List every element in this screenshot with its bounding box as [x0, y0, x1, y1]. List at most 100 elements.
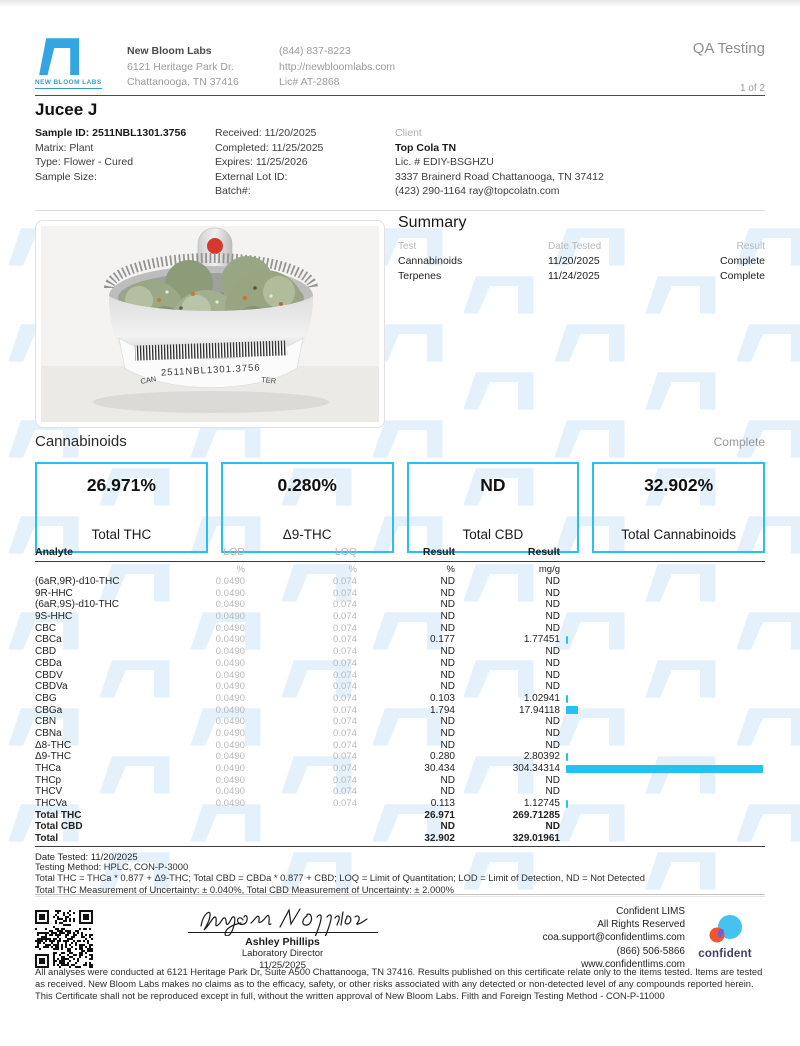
lims-email-link[interactable]: coa.support@confidentlims.com: [542, 932, 685, 944]
analyte-lod: 0.0490: [215, 622, 245, 634]
analyte-table-row: 9R-HHC 0.0490 0.074 ND ND: [35, 588, 765, 600]
lab-address-line1: 6121 Heritage Park Dr.: [127, 60, 234, 73]
analyte-result-mgg: ND: [545, 622, 560, 634]
analyte-loq: 0.074: [332, 716, 357, 728]
stat-label: Δ9-THC: [282, 527, 332, 542]
lab-header: NEW BLOOM LABS New Bloom Labs 6121 Herit…: [35, 36, 765, 94]
analyte-name: THCV: [35, 786, 63, 798]
lab-logo-caption: NEW BLOOM LABS: [35, 79, 102, 89]
sample-title: Jucee J: [35, 100, 98, 119]
sample-photo-image: 2511NBL1301.3756 CAN TER: [41, 226, 379, 422]
summary-result-status: Complete: [720, 270, 765, 282]
analyte-result-pct: ND: [440, 669, 455, 681]
table-date-tested: Date Tested: 11/20/2025: [35, 851, 138, 863]
lims-rights: All Rights Reserved: [597, 919, 685, 931]
analyte-result-pct: 0.177: [429, 634, 455, 646]
unit-loq: %: [348, 564, 357, 575]
header-divider: [35, 95, 765, 96]
analyte-loq: 0.074: [332, 727, 357, 739]
unit-result-mgg: mg/g: [538, 564, 560, 575]
analyte-table-row: Total CBD ND ND: [35, 821, 765, 833]
page-number: 1 of 2: [739, 83, 765, 94]
analyte-result-mgg: ND: [545, 669, 560, 681]
analyte-table-row: Total 32.902 329.01961: [35, 833, 765, 845]
analyte-name: Total: [35, 833, 59, 845]
stat-label: Total CBD: [462, 527, 524, 542]
col-loq: LOQ: [334, 546, 357, 558]
result-bar: [566, 753, 568, 762]
analyte-units-row: % % % mg/g: [35, 563, 765, 576]
analyte-result-pct: ND: [440, 739, 455, 751]
lab-website-link[interactable]: http://newbloomlabs.com: [279, 60, 396, 73]
client-contact[interactable]: (423) 290-1164 ray@topcolatn.com: [395, 185, 560, 198]
analyte-table-row: Δ9-THC 0.0490 0.074 0.280 2.80392: [35, 751, 765, 763]
analyte-result-mgg: ND: [545, 599, 560, 611]
analyte-loq: 0.074: [332, 692, 357, 704]
analyte-name: CBD: [35, 646, 57, 658]
summary-date-tested: 11/24/2025: [548, 270, 600, 282]
analyte-name: CBDVa: [35, 681, 68, 693]
client-license: Lic. # EDIY-BSGHZU: [395, 156, 494, 169]
barcode-label: 2511NBL1301.3756 CAN TER: [118, 337, 304, 388]
analyte-result-mgg: ND: [545, 681, 560, 693]
analyte-result-mgg: 269.71285: [512, 809, 560, 821]
cannabinoid-stat-cards: 26.971% Total THC 0.280% Δ9-THC ND Total…: [35, 462, 765, 553]
qr-code: [35, 902, 115, 973]
analyte-table-row: CBCa 0.0490 0.074 0.177 1.77451: [35, 634, 765, 646]
sample-type: Type: Flower - Cured: [35, 156, 134, 169]
lims-website-link[interactable]: www.confidentlims.com: [581, 958, 685, 970]
analyte-result-mgg: ND: [545, 716, 560, 728]
analyte-result-mgg: ND: [545, 646, 560, 658]
summary-col-test: Test: [398, 241, 417, 252]
analyte-result-pct: 32.902: [424, 833, 455, 845]
analyte-result-mgg: ND: [545, 786, 560, 798]
cannabinoids-section-header: Cannabinoids Complete: [35, 433, 765, 450]
analyte-table-header: Analyte LOD LOQ Result Result: [35, 546, 765, 562]
analyte-table-row: CBG 0.0490 0.074 0.103 1.02941: [35, 693, 765, 705]
analyte-result-pct: ND: [440, 622, 455, 634]
analyte-result-pct: 26.971: [424, 809, 455, 821]
analyte-lod: 0.0490: [215, 587, 245, 599]
analyte-lod: 0.0490: [215, 599, 245, 611]
result-bar: [566, 799, 568, 808]
analyte-name: CBG: [35, 692, 57, 704]
analyte-table-row: CBDVa 0.0490 0.074 ND ND: [35, 681, 765, 693]
analyte-name: CBCa: [35, 634, 62, 646]
client-label: Client: [395, 127, 422, 139]
lims-phone: (866) 506-5866: [616, 945, 685, 957]
analyte-result-pct: ND: [440, 587, 455, 599]
analyte-result-mgg: ND: [545, 727, 560, 739]
analyte-result-mgg: 2.80392: [523, 751, 560, 763]
analyte-result-pct: 1.794: [429, 704, 455, 716]
analyte-loq: 0.074: [332, 587, 357, 599]
analyte-result-mgg: ND: [545, 657, 560, 669]
summary-section: Summary Test Date Tested Result Cannabin…: [398, 214, 765, 284]
stat-value: ND: [480, 475, 506, 495]
lab-phone: (844) 837-8223: [279, 45, 351, 57]
analyte-lod: 0.0490: [215, 739, 245, 751]
analyte-loq: 0.074: [332, 576, 357, 587]
analyte-result-pct: ND: [440, 611, 455, 623]
summary-test-name: Cannabinoids: [398, 255, 463, 267]
analyte-result-pct: 0.113: [430, 798, 455, 810]
stat-label: Total THC: [91, 527, 152, 542]
analyte-result-mgg: 329.01961: [512, 833, 560, 845]
unit-result-pct: %: [446, 564, 455, 575]
analyte-table-row: THCp 0.0490 0.074 ND ND: [35, 775, 765, 787]
analyte-loq: 0.074: [332, 657, 357, 669]
analyte-lod: 0.0490: [215, 786, 245, 798]
newbloom-logo-icon: [39, 38, 80, 76]
analyte-name: CBDa: [35, 657, 62, 669]
disclaimer-text: All analyses were conducted at 6121 Heri…: [35, 966, 763, 1001]
signature-name: Ashley Phillips: [245, 936, 320, 948]
analyte-loq: 0.074: [332, 646, 357, 658]
col-lod: LOD: [223, 546, 245, 558]
client-address: 3337 Brainerd Road Chattanooga, TN 37412: [395, 170, 604, 183]
analyte-result-mgg: 1.02941: [523, 692, 560, 704]
analyte-result-pct: ND: [440, 821, 455, 833]
analyte-name: CBN: [35, 716, 57, 728]
analyte-table-row: THCV 0.0490 0.074 ND ND: [35, 786, 765, 798]
method-line-3: Total THC Measurement of Uncertainty: ± …: [35, 883, 454, 895]
sample-expires: Expires: 11/25/2026: [215, 156, 308, 169]
sample-completed: Completed: 11/25/2025: [215, 141, 324, 154]
